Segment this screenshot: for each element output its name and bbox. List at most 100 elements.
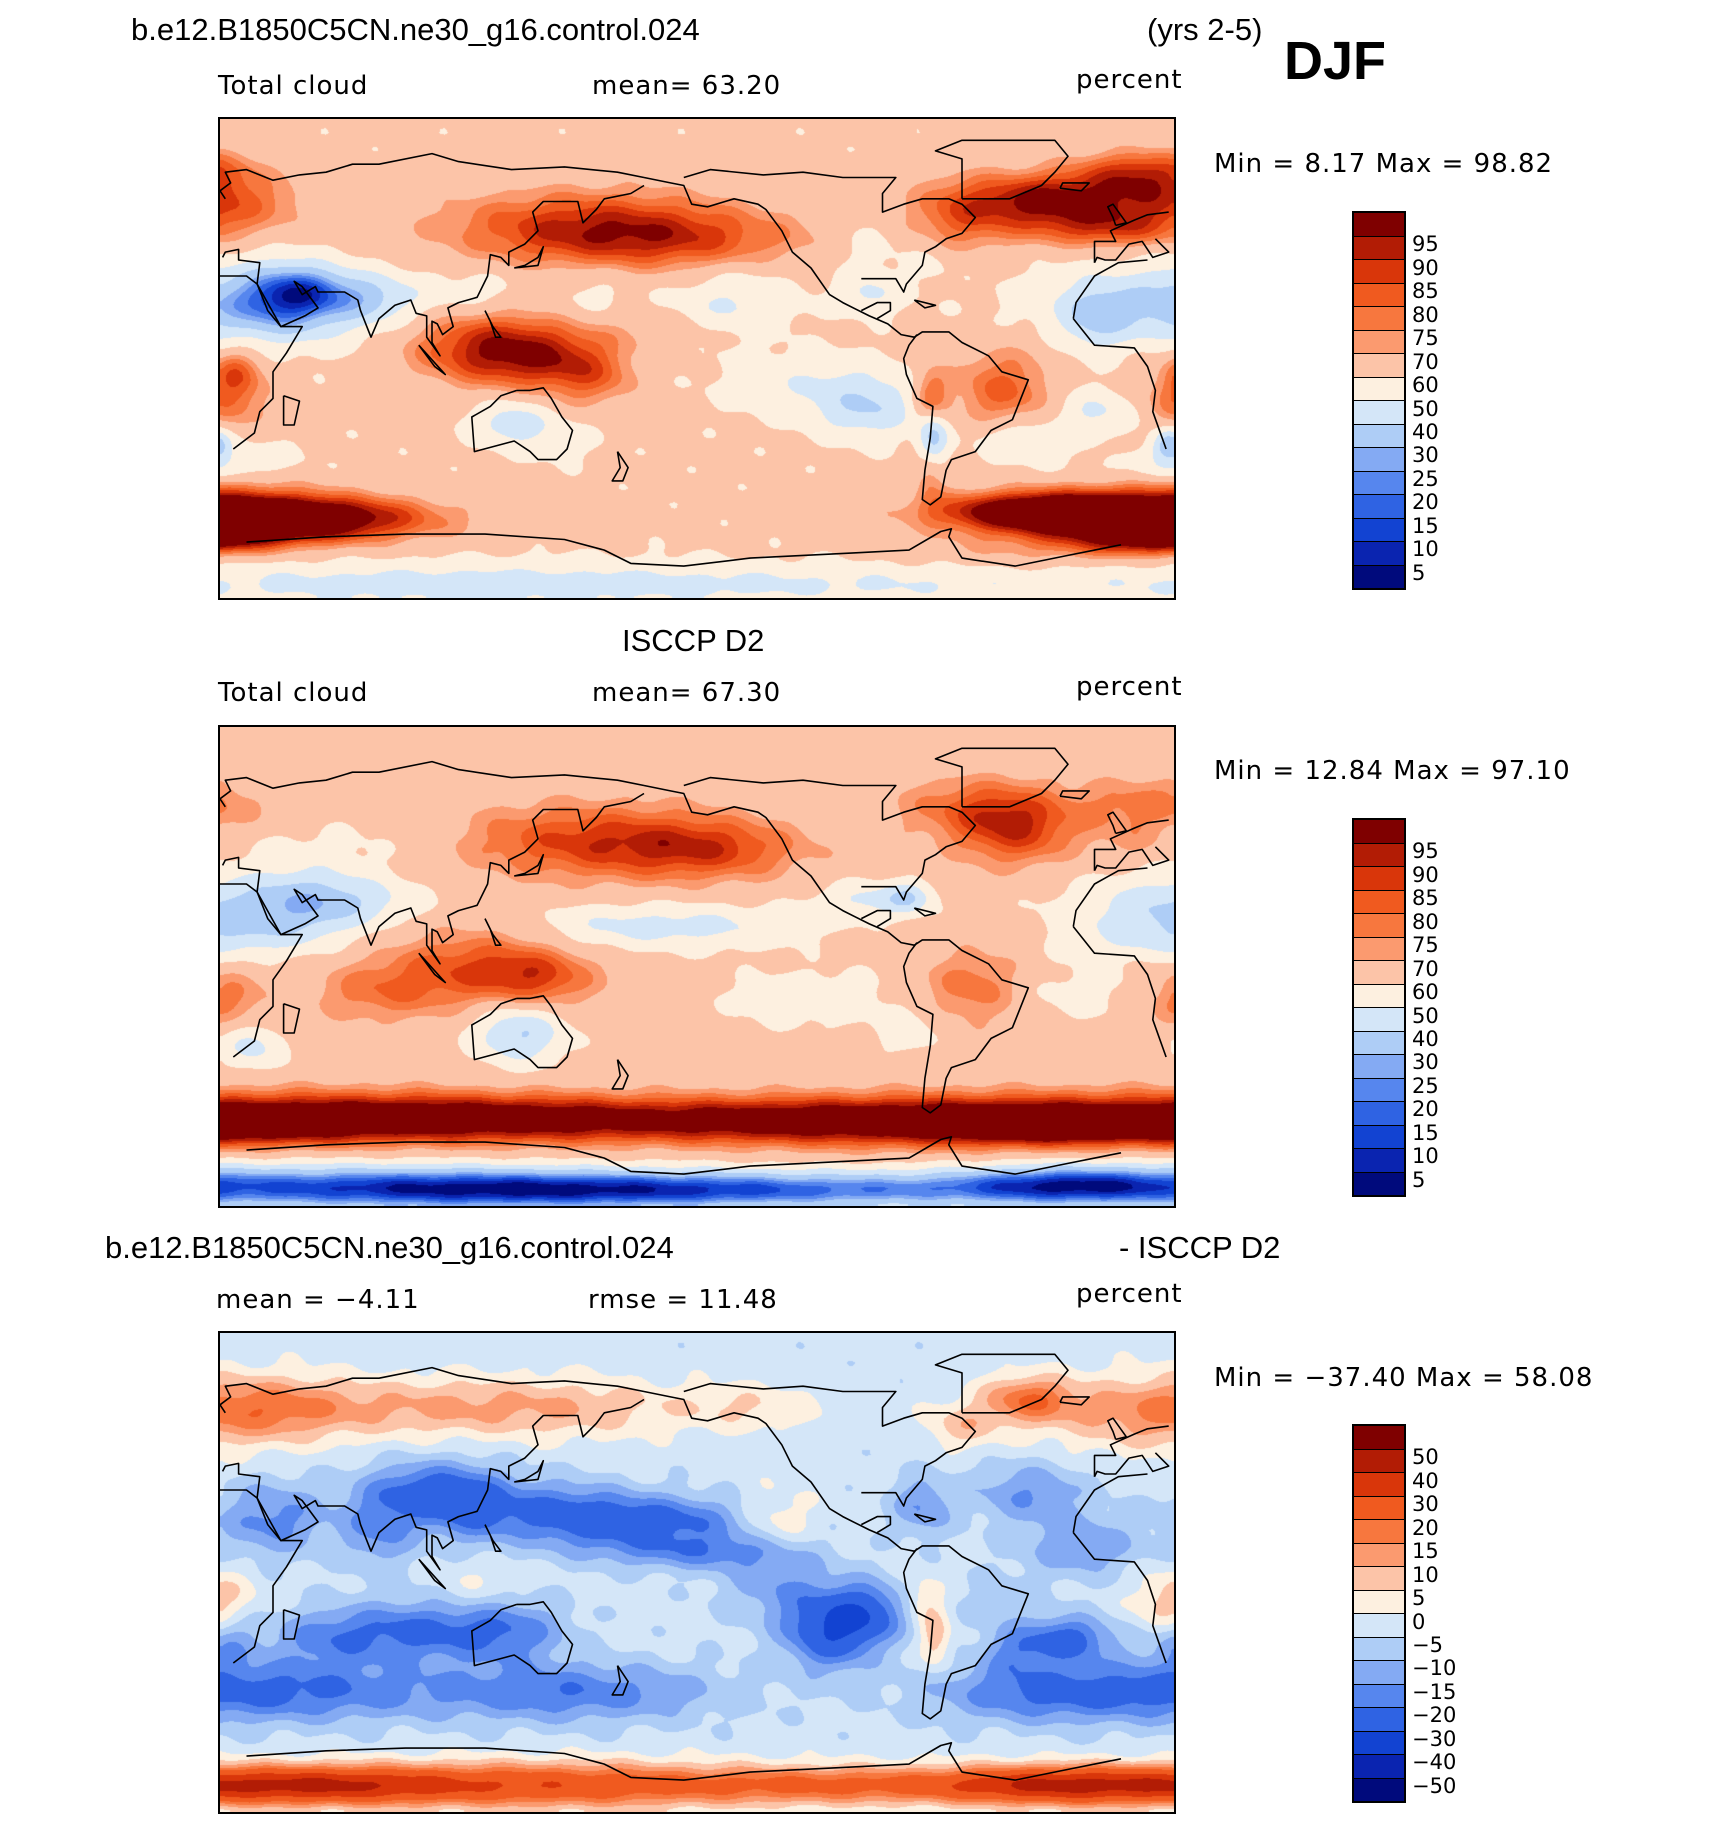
coastline — [282, 1003, 301, 1034]
colorbar-tick-label: 10 — [1412, 1144, 1439, 1169]
panel2-colorbar — [1352, 818, 1406, 1197]
colorbar-tick-label: 30 — [1412, 1492, 1439, 1517]
coastline — [683, 776, 977, 901]
panel3-map — [218, 1331, 1176, 1814]
colorbar-tick-label: 60 — [1412, 373, 1439, 398]
colorbar-swatch — [1354, 983, 1404, 1007]
colorbar-swatch — [1354, 564, 1404, 588]
colorbar-swatch — [1354, 1542, 1404, 1566]
coastline — [221, 792, 645, 965]
coastline — [484, 310, 502, 338]
coastline — [1072, 926, 1167, 1058]
colorbar-swatch — [1354, 1660, 1404, 1684]
colorbar-tick-label: 40 — [1412, 1468, 1439, 1493]
coastline — [471, 1600, 574, 1675]
panel3-colorbar — [1352, 1424, 1406, 1803]
colorbar-swatch — [1354, 1777, 1404, 1801]
panel3-units-label: percent — [1076, 1279, 1183, 1309]
colorbar-swatch — [1354, 1448, 1404, 1472]
coastline — [934, 747, 1069, 808]
colorbar-tick-label: 85 — [1412, 886, 1439, 911]
coastline — [282, 1609, 301, 1640]
coastline — [471, 994, 574, 1069]
colorbar-tick-label: −50 — [1412, 1773, 1457, 1798]
panel3-mean-label: mean = −4.11 — [216, 1285, 420, 1315]
colorbar-tick-label: −20 — [1412, 1703, 1457, 1728]
colorbar-tick-label: 90 — [1412, 862, 1439, 887]
colorbar-swatch — [1354, 1589, 1404, 1613]
colorbar-swatch — [1354, 960, 1404, 984]
colorbar-swatch — [1354, 494, 1404, 518]
panel1-variable-label: Total cloud — [218, 71, 369, 101]
coastline — [1072, 1532, 1167, 1664]
coastline — [934, 1353, 1069, 1414]
coastline — [246, 1741, 1122, 1781]
coastline — [246, 527, 1122, 567]
coastline — [934, 139, 1069, 200]
colorbar-tick-label: 50 — [1412, 1445, 1439, 1470]
colorbar-tick-label: 15 — [1412, 1539, 1439, 1564]
panel2-title: ISCCP D2 — [622, 623, 765, 658]
colorbar-tick-label: 25 — [1412, 1073, 1439, 1098]
panel1-colorbar — [1352, 211, 1406, 590]
colorbar-swatch — [1354, 1754, 1404, 1778]
colorbar-tick-label: 10 — [1412, 537, 1439, 562]
colorbar-tick-label: 15 — [1412, 513, 1439, 538]
colorbar-swatch — [1354, 866, 1404, 890]
colorbar-swatch — [1354, 541, 1404, 565]
colorbar-swatch — [1354, 447, 1404, 471]
coastline — [611, 1665, 629, 1696]
coastline — [1093, 846, 1170, 872]
colorbar-tick-label: 5 — [1412, 560, 1426, 585]
colorbar-tick-label: 90 — [1412, 255, 1439, 280]
panel1-map — [218, 117, 1176, 600]
colorbar-tick-label: −15 — [1412, 1679, 1457, 1704]
colorbar-swatch — [1354, 1077, 1404, 1101]
colorbar-swatch — [1354, 1101, 1404, 1125]
colorbar-swatch — [1354, 470, 1404, 494]
panel3-rmse-label: rmse = 11.48 — [588, 1285, 778, 1315]
coastline — [1072, 259, 1148, 319]
coastline — [860, 1515, 892, 1534]
season-label: DJF — [1284, 31, 1387, 91]
coastline — [1093, 819, 1169, 871]
coastline — [1106, 1417, 1128, 1441]
coastline — [471, 386, 574, 461]
colorbar-tick-label: 40 — [1412, 1026, 1439, 1051]
colorbar-swatch — [1354, 400, 1404, 424]
colorbar-tick-label: 30 — [1412, 443, 1439, 468]
panel1-mean-label: mean= 63.20 — [592, 71, 782, 101]
colorbar-tick-label: 5 — [1412, 1167, 1426, 1192]
coastline — [282, 395, 301, 426]
colorbar-tick-label: 75 — [1412, 933, 1439, 958]
panel1-coastlines — [220, 139, 1170, 567]
coastline — [1059, 790, 1091, 800]
coastline — [484, 1524, 502, 1552]
colorbar-tick-label: 15 — [1412, 1120, 1439, 1145]
panel2-units-label: percent — [1076, 672, 1183, 702]
coastline — [683, 1382, 977, 1507]
colorbar-tick-label: 20 — [1412, 1097, 1439, 1122]
coastline — [860, 301, 892, 320]
colorbar-swatch — [1354, 376, 1404, 400]
colorbar-swatch — [1354, 1472, 1404, 1496]
panel3-coastlines — [220, 1353, 1170, 1781]
years-label: (yrs 2-5) — [1147, 12, 1263, 47]
coastline — [220, 1366, 645, 1414]
coastline — [514, 245, 545, 269]
coastline — [220, 1489, 303, 1664]
panel3-field — [220, 1333, 1174, 1812]
coastline — [220, 883, 303, 1058]
colorbar-swatch — [1354, 936, 1404, 960]
colorbar-swatch — [1354, 1636, 1404, 1660]
colorbar-swatch — [1354, 1171, 1404, 1195]
coastline — [1072, 1473, 1148, 1533]
coastline — [484, 918, 502, 946]
coastline — [860, 909, 892, 928]
colorbar-swatch — [1354, 1730, 1404, 1754]
colorbar-swatch — [1354, 353, 1404, 377]
colorbar-swatch — [1354, 842, 1404, 866]
coastline — [220, 275, 303, 450]
coastline — [683, 168, 977, 293]
coastline — [611, 451, 629, 482]
